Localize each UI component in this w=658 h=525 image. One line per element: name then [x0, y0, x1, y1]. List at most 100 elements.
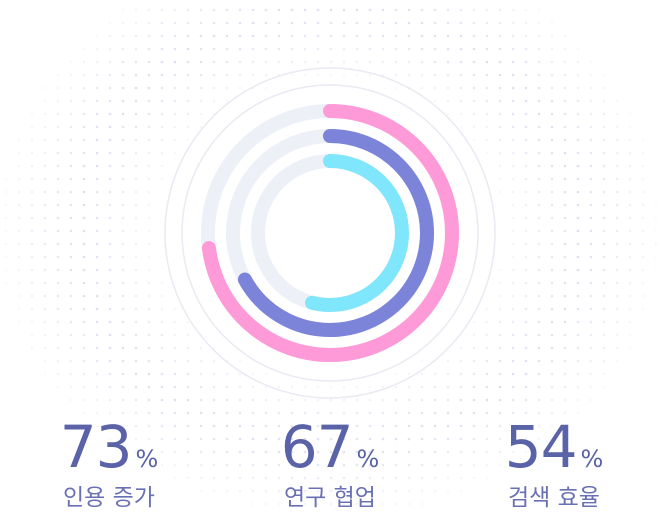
background-dot	[212, 450, 216, 454]
background-dot	[147, 177, 151, 181]
background-dot	[394, 86, 398, 90]
background-dot	[537, 190, 541, 194]
background-dot	[303, 437, 307, 441]
background-dot	[446, 463, 450, 467]
background-dot	[43, 164, 47, 168]
background-dot	[511, 268, 515, 272]
background-dot	[550, 203, 554, 207]
background-dot	[485, 411, 489, 415]
background-dot	[82, 307, 86, 311]
background-dot	[407, 476, 411, 480]
stat-value: 73	[59, 413, 133, 481]
background-dot	[550, 268, 554, 272]
background-dot	[329, 450, 333, 454]
background-dot	[316, 398, 320, 402]
background-dot	[498, 190, 502, 194]
background-dot	[290, 398, 294, 402]
background-dot	[82, 99, 86, 103]
background-dot	[17, 216, 21, 220]
background-dot	[537, 411, 541, 415]
background-dot	[17, 229, 21, 233]
background-dot	[524, 60, 528, 64]
background-dot	[43, 346, 47, 350]
background-dot	[186, 138, 190, 142]
background-dot	[134, 281, 138, 285]
background-dot	[30, 307, 34, 311]
background-dot	[95, 359, 99, 363]
background-dot	[225, 99, 229, 103]
background-dot	[108, 242, 112, 246]
background-dot	[433, 398, 437, 402]
background-dot	[563, 424, 567, 428]
background-dot	[134, 255, 138, 259]
background-dot	[537, 242, 541, 246]
background-dot	[238, 437, 242, 441]
background-dot	[576, 359, 580, 363]
background-dot	[290, 34, 294, 38]
background-dot	[238, 411, 242, 415]
background-dot	[316, 47, 320, 51]
background-dot	[615, 255, 619, 259]
background-dot	[459, 450, 463, 454]
background-dot	[225, 463, 229, 467]
stat-collaboration: 67 % 연구 협업	[220, 418, 440, 511]
background-dot	[550, 359, 554, 363]
background-dot	[550, 112, 554, 116]
background-dot	[498, 99, 502, 103]
background-dot	[186, 47, 190, 51]
background-dot	[472, 320, 476, 324]
background-dot	[485, 307, 489, 311]
background-dot	[186, 398, 190, 402]
background-dot	[381, 73, 385, 77]
background-dot	[602, 333, 606, 337]
background-dot	[524, 307, 528, 311]
background-dot	[303, 450, 307, 454]
background-dot	[277, 502, 281, 506]
background-dot	[615, 333, 619, 337]
background-dot	[199, 437, 203, 441]
background-dot	[121, 333, 125, 337]
background-dot	[17, 255, 21, 259]
background-dot	[43, 307, 47, 311]
background-dot	[108, 216, 112, 220]
background-dot	[589, 346, 593, 350]
background-dot	[17, 190, 21, 194]
background-dot	[576, 307, 580, 311]
background-dot	[121, 229, 125, 233]
background-dot	[498, 8, 502, 12]
background-dot	[17, 151, 21, 155]
background-dot	[576, 203, 580, 207]
background-dot	[511, 216, 515, 220]
background-dot	[316, 73, 320, 77]
background-dot	[303, 424, 307, 428]
background-dot	[433, 99, 437, 103]
background-dot	[147, 294, 151, 298]
background-dot	[459, 372, 463, 376]
background-dot	[524, 164, 528, 168]
background-dot	[56, 164, 60, 168]
background-dot	[615, 190, 619, 194]
background-dot	[498, 21, 502, 25]
background-dot	[56, 359, 60, 363]
background-dot	[108, 359, 112, 363]
background-dot	[225, 437, 229, 441]
background-dot	[355, 424, 359, 428]
background-dot	[355, 21, 359, 25]
background-dot	[238, 34, 242, 38]
background-dot	[459, 437, 463, 441]
stat-value: 67	[280, 413, 354, 481]
background-dot	[303, 411, 307, 415]
background-dot	[459, 8, 463, 12]
background-dot	[69, 177, 73, 181]
background-dot	[147, 281, 151, 285]
background-dot	[316, 450, 320, 454]
background-dot	[511, 125, 515, 129]
background-dot	[537, 424, 541, 428]
background-dot	[30, 268, 34, 272]
background-dot	[407, 450, 411, 454]
background-dot	[511, 359, 515, 363]
background-dot	[225, 60, 229, 64]
background-dot	[628, 151, 632, 155]
background-dot	[264, 437, 268, 441]
background-dot	[602, 99, 606, 103]
